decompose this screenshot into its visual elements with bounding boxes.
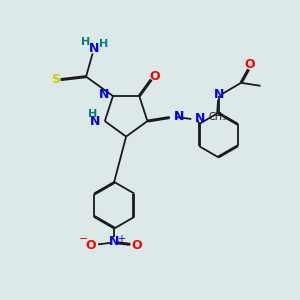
Text: O: O — [132, 239, 142, 252]
Text: O: O — [245, 58, 255, 71]
Text: N: N — [99, 88, 110, 101]
Text: N: N — [109, 236, 119, 248]
Text: N: N — [214, 88, 224, 101]
Text: N: N — [195, 112, 205, 125]
Text: N: N — [89, 42, 99, 56]
Text: CH₃: CH₃ — [208, 112, 226, 122]
Text: H: H — [99, 39, 109, 49]
Text: S: S — [51, 73, 60, 86]
Text: N: N — [173, 110, 184, 122]
Text: H: H — [81, 37, 91, 47]
Text: O: O — [149, 70, 160, 83]
Text: N: N — [90, 115, 100, 128]
Text: O: O — [86, 239, 97, 252]
Text: −: − — [78, 234, 88, 244]
Text: H: H — [88, 109, 97, 118]
Text: +: + — [117, 234, 125, 244]
